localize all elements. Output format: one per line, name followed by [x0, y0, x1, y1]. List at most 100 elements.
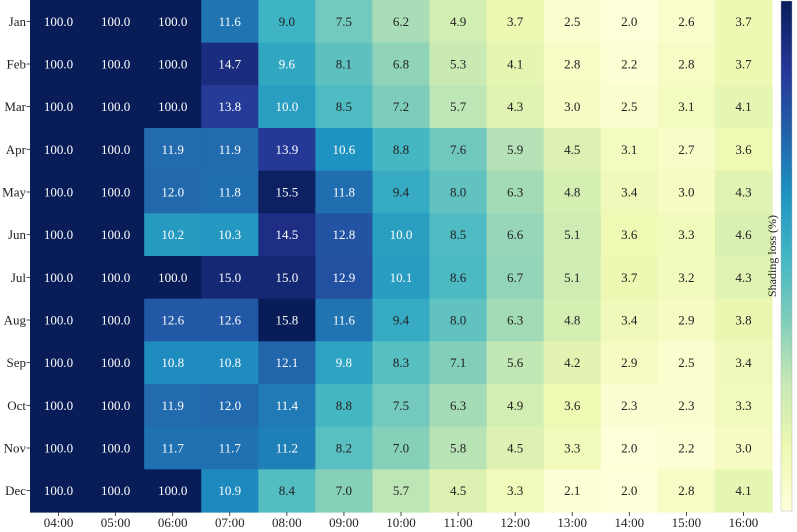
heatmap-cell: [657, 42, 716, 86]
heatmap-cell-label: 10.2: [161, 227, 184, 242]
heatmap-cell: [144, 298, 202, 342]
heatmap-cell-label: 8.5: [336, 99, 352, 114]
heatmap-cell-label: 100.0: [101, 227, 130, 242]
heatmap-cell: [543, 426, 602, 470]
heatmap-cell: [600, 256, 659, 300]
x-tick-label: 11:00: [444, 515, 473, 530]
heatmap-cell: [201, 85, 259, 129]
heatmap-cell-label: 100.0: [44, 483, 73, 498]
heatmap-cell-label: 10.1: [390, 270, 413, 285]
heatmap-cell: [543, 170, 602, 214]
x-tick-label: 05:00: [101, 515, 131, 530]
y-tick-label: Nov: [4, 441, 27, 456]
heatmap-cell-label: 10.6: [333, 142, 356, 157]
heatmap-cell: [258, 426, 316, 470]
heatmap-cell-label: 2.2: [621, 57, 637, 72]
heatmap-cell-label: 10.3: [218, 227, 241, 242]
heatmap-cell: [201, 341, 259, 385]
heatmap-cell-label: 11.9: [219, 142, 241, 157]
heatmap-cell-label: 100.0: [44, 14, 73, 29]
heatmap-cell-label: 100.0: [44, 142, 73, 157]
heatmap-cell-label: 3.4: [621, 313, 638, 328]
heatmap-cell: [600, 426, 659, 470]
y-tick-label: Dec: [5, 483, 26, 498]
heatmap-cell: [600, 384, 659, 428]
heatmap-cell: [714, 256, 773, 300]
heatmap-cell: [372, 128, 431, 172]
heatmap-cell-label: 100.0: [101, 142, 130, 157]
heatmap-cell: [144, 128, 202, 172]
heatmap-cell-label: 100.0: [101, 355, 130, 370]
heatmap-cell-label: 9.8: [336, 355, 352, 370]
heatmap-cell-label: 12.8: [333, 227, 356, 242]
heatmap-cell-label: 3.1: [678, 99, 694, 114]
x-tick-label: 09:00: [329, 515, 359, 530]
heatmap-cell: [600, 85, 659, 129]
heatmap-cell-label: 12.9: [333, 270, 356, 285]
heatmap-cell: [543, 298, 602, 342]
heatmap-cell: [372, 256, 431, 300]
heatmap-cell: [486, 85, 545, 129]
heatmap-cell-label: 8.1: [336, 57, 352, 72]
heatmap-cell-label: 8.2: [336, 441, 352, 456]
heatmap-cell: [429, 213, 488, 257]
x-tick-label: 12:00: [500, 515, 530, 530]
heatmap-cell: [543, 384, 602, 428]
heatmap-cell-label: 100.0: [158, 483, 187, 498]
heatmap-cell: [486, 213, 545, 257]
heatmap-cell: [201, 128, 259, 172]
heatmap-cell: [657, 128, 716, 172]
heatmap-cell: [714, 384, 773, 428]
heatmap-cell-label: 11.8: [219, 185, 241, 200]
heatmap-cell: [600, 42, 659, 86]
x-tick-label: 10:00: [386, 515, 416, 530]
heatmap-cell-label: 14.5: [275, 227, 298, 242]
heatmap-cell: [600, 298, 659, 342]
heatmap-cell-label: 2.6: [678, 14, 695, 29]
heatmap-cell: [714, 170, 773, 214]
heatmap-cell: [258, 85, 316, 129]
heatmap-cell: [429, 170, 488, 214]
heatmap-cell: [258, 341, 316, 385]
heatmap-cell: [144, 426, 202, 470]
heatmap-cell: [543, 0, 602, 44]
heatmap-cell-label: 9.0: [279, 14, 295, 29]
heatmap-cell: [600, 469, 659, 513]
heatmap-cell: [201, 469, 259, 513]
heatmap-cell: [429, 85, 488, 129]
heatmap-cell-label: 4.1: [507, 57, 523, 72]
heatmap-cell: [657, 170, 716, 214]
heatmap-cell: [87, 42, 145, 86]
heatmap-cell-label: 10.0: [390, 227, 413, 242]
heatmap-cell-label: 2.1: [564, 483, 580, 498]
heatmap-cell: [315, 0, 374, 44]
heatmap-cell-label: 3.0: [564, 99, 580, 114]
heatmap-cell-label: 9.4: [393, 185, 410, 200]
heatmap-cell-label: 11.9: [162, 142, 184, 157]
heatmap-cell-label: 2.2: [678, 441, 694, 456]
heatmap-cell-label: 5.9: [507, 142, 523, 157]
heatmap-cell: [657, 213, 716, 257]
heatmap-cell: [429, 341, 488, 385]
heatmap-cell: [315, 213, 374, 257]
heatmap-cell-label: 4.8: [564, 185, 580, 200]
heatmap-cell-label: 4.8: [564, 313, 580, 328]
heatmap-cell-label: 3.3: [678, 227, 694, 242]
heatmap-cell-label: 2.8: [678, 483, 694, 498]
heatmap-cell-label: 12.1: [275, 355, 298, 370]
heatmap-cell: [87, 341, 145, 385]
heatmap-cell-label: 4.5: [564, 142, 580, 157]
heatmap-cell: [600, 170, 659, 214]
heatmap-cell-label: 6.3: [507, 313, 523, 328]
heatmap-cell-label: 2.5: [621, 99, 637, 114]
heatmap-cell: [87, 256, 145, 300]
heatmap-cell: [87, 170, 145, 214]
heatmap-cell: [714, 85, 773, 129]
heatmap-cell-label: 100.0: [158, 57, 187, 72]
heatmap-cell-label: 100.0: [44, 270, 73, 285]
heatmap-cell: [30, 298, 88, 342]
heatmap-cell: [372, 85, 431, 129]
heatmap-cell-label: 7.5: [336, 14, 352, 29]
heatmap-cell-label: 4.5: [507, 441, 523, 456]
heatmap-cell-label: 11.7: [162, 441, 185, 456]
